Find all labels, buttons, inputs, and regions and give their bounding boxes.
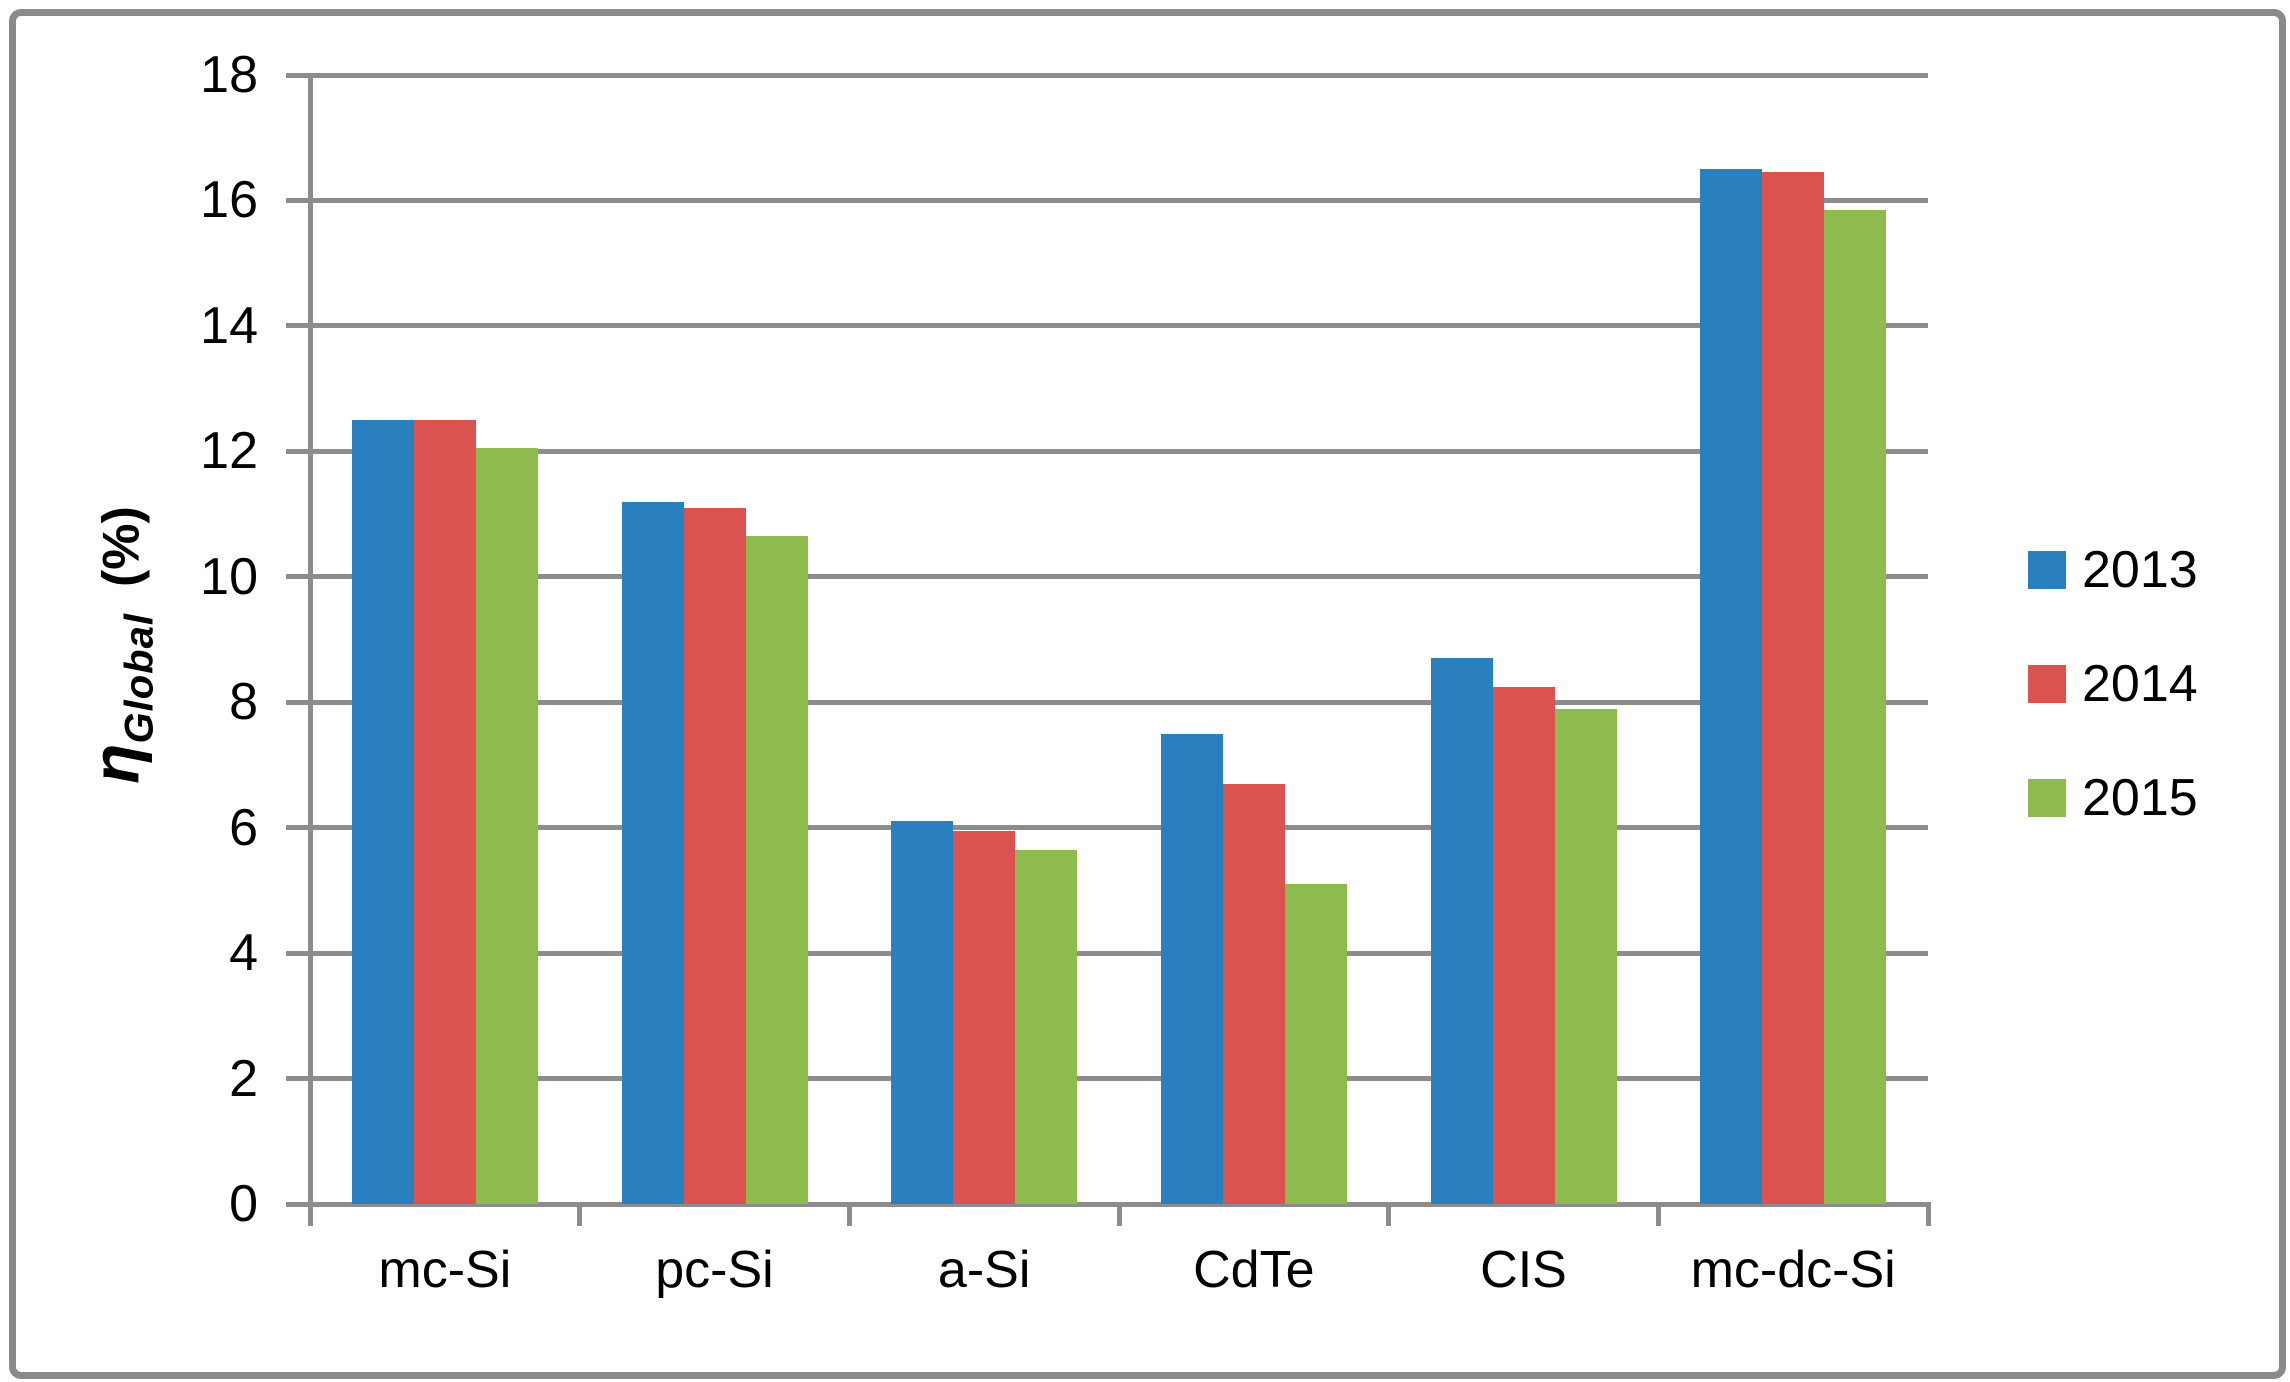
y-tick-16 — [286, 197, 310, 203]
x-tick-2 — [846, 1202, 852, 1226]
gridline-14 — [310, 323, 1928, 329]
y-tick-0 — [286, 1201, 310, 1207]
legend-item-2014: 2014 — [2028, 658, 2198, 710]
gridline-18 — [310, 72, 1928, 78]
x-category-label-mc-Si: mc-Si — [378, 1241, 512, 1299]
y-tick-18 — [286, 72, 310, 78]
y-tick-label-10: 10 — [200, 547, 258, 606]
y-axis-title: ηGlobal(%) — [78, 506, 163, 784]
bar-pc-Si-2015 — [745, 536, 808, 1204]
legend-item-2013: 2013 — [2028, 544, 2198, 596]
gridline-16 — [310, 197, 1928, 203]
gridline-2 — [310, 1076, 1928, 1082]
bar-a-Si-2014 — [953, 830, 1016, 1204]
x-tick-3 — [1116, 1202, 1122, 1226]
y-tick-2 — [286, 1076, 310, 1082]
bar-mc-dc-Si-2014 — [1762, 172, 1825, 1204]
y-axis-line — [308, 75, 313, 1209]
legend-label-2013: 2013 — [2082, 541, 2198, 599]
y-tick-label-12: 12 — [200, 422, 258, 481]
bar-mc-dc-Si-2015 — [1824, 209, 1887, 1204]
x-tick-6 — [1925, 1202, 1931, 1226]
legend-item-2015: 2015 — [2028, 772, 2198, 824]
y-tick-label-18: 18 — [200, 46, 258, 104]
y-tick-label-8: 8 — [229, 673, 258, 732]
y-tick-label-0: 0 — [229, 1175, 258, 1233]
y-tick-label-14: 14 — [200, 296, 258, 355]
bar-group-CIS — [1389, 75, 1659, 1204]
y-tick-4 — [286, 950, 310, 956]
bar-group-mc-dc-Si — [1658, 75, 1928, 1204]
bar-CdTe-2015 — [1284, 884, 1347, 1204]
y-tick-8 — [286, 699, 310, 705]
plot-area — [286, 72, 1931, 1226]
x-category-label-CIS: CIS — [1480, 1241, 1567, 1299]
bar-group-CdTe — [1119, 75, 1389, 1204]
x-tick-5 — [1655, 1202, 1661, 1226]
gridline-8 — [310, 699, 1928, 705]
x-tick-1 — [577, 1202, 583, 1226]
bar-pc-Si-2014 — [683, 507, 746, 1204]
legend-swatch-2014 — [2028, 665, 2066, 703]
bar-pc-Si-2013 — [621, 501, 684, 1204]
bar-group-mc-Si — [310, 75, 580, 1204]
y-tick-label-2: 2 — [229, 1049, 258, 1108]
gridline-10 — [310, 574, 1928, 580]
bar-groups — [310, 75, 1928, 1204]
gridline-6 — [310, 825, 1928, 831]
bar-CIS-2013 — [1430, 658, 1493, 1204]
bar-a-Si-2015 — [1015, 849, 1078, 1204]
y-tick-label-16: 16 — [200, 171, 258, 230]
y-tick-10 — [286, 574, 310, 580]
y-tick-14 — [286, 323, 310, 329]
bar-CdTe-2014 — [1222, 783, 1285, 1204]
y-tick-label-6: 6 — [229, 798, 258, 857]
x-category-label-mc-dc-Si: mc-dc-Si — [1690, 1241, 1896, 1299]
legend: 2013 2014 2015 — [2028, 544, 2198, 824]
x-category-label-CdTe: CdTe — [1193, 1241, 1315, 1299]
bar-mc-Si-2013 — [351, 419, 414, 1204]
y-tick-label-4: 4 — [229, 924, 258, 983]
bar-mc-Si-2014 — [413, 419, 476, 1204]
bar-mc-Si-2015 — [475, 448, 538, 1204]
y-tick-6 — [286, 825, 310, 831]
bar-mc-dc-Si-2013 — [1700, 169, 1763, 1204]
x-tick-4 — [1386, 1202, 1392, 1226]
legend-swatch-2015 — [2028, 779, 2066, 817]
bar-CdTe-2013 — [1160, 733, 1223, 1204]
legend-label-2015: 2015 — [2082, 769, 2198, 827]
x-category-label-a-Si: a-Si — [937, 1241, 1031, 1299]
bar-group-pc-Si — [580, 75, 850, 1204]
legend-swatch-2013 — [2028, 551, 2066, 589]
bar-group-a-Si — [849, 75, 1119, 1204]
bar-CIS-2014 — [1492, 686, 1555, 1204]
gridline-12 — [310, 448, 1928, 454]
x-tick-0 — [307, 1202, 313, 1226]
legend-label-2014: 2014 — [2082, 655, 2198, 713]
bar-a-Si-2013 — [891, 821, 954, 1204]
y-axis-title-symbol: η — [78, 743, 153, 784]
gridline-4 — [310, 950, 1928, 956]
bar-CIS-2015 — [1554, 708, 1617, 1204]
y-tick-12 — [286, 448, 310, 454]
x-category-label-pc-Si: pc-Si — [655, 1241, 774, 1299]
